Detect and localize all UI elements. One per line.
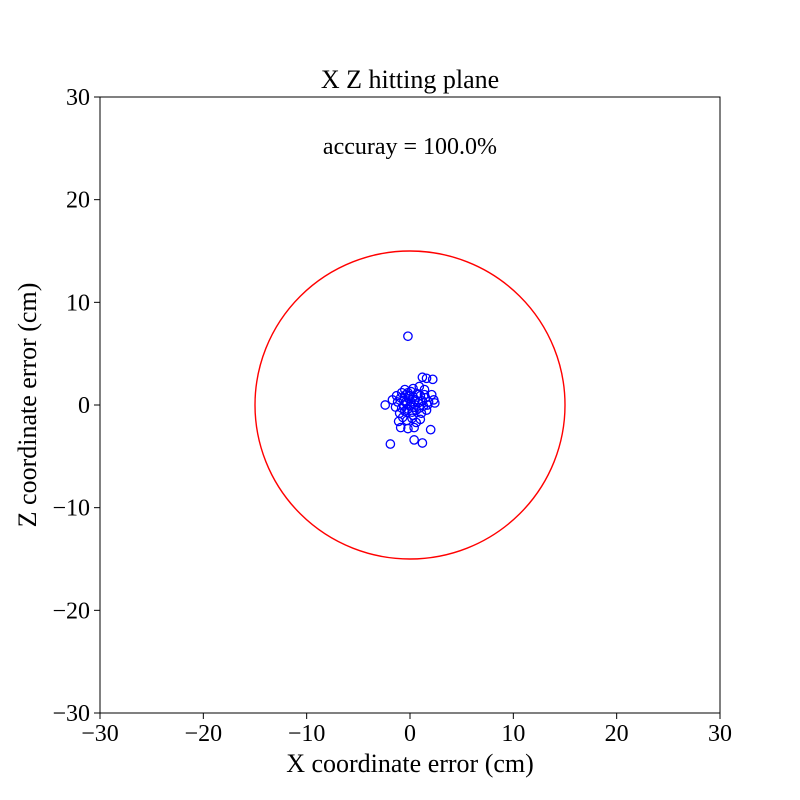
- x-tick-label: −10: [288, 721, 326, 747]
- data-point: [415, 390, 426, 401]
- y-tick-label: 30: [66, 85, 90, 111]
- data-point: [415, 414, 426, 425]
- y-tick-label: −30: [52, 701, 90, 727]
- y-tick-label: 0: [78, 393, 90, 419]
- x-tick-label: 10: [501, 721, 525, 747]
- x-tick-label: −20: [185, 721, 223, 747]
- target-circle: [254, 250, 566, 560]
- data-point: [417, 372, 428, 383]
- data-point: [429, 398, 440, 408]
- x-tick-label: 20: [605, 721, 629, 747]
- data-point: [422, 400, 433, 410]
- data-point: [414, 381, 425, 392]
- x-tick-label: 0: [404, 721, 416, 747]
- x-tick-label: 30: [708, 721, 732, 747]
- plot-area: [254, 250, 566, 560]
- axis-ticks: −30 −20 −10 0 10 20 30 −30 −20 −10 0 10 20 30: [52, 85, 732, 747]
- y-axis-label: Z coordinate error (cm): [13, 283, 42, 528]
- data-point: [421, 373, 432, 384]
- data-point: [395, 422, 406, 433]
- data-point: [425, 424, 436, 435]
- data-point: [403, 423, 413, 434]
- y-tick-label: −10: [52, 496, 90, 522]
- data-point: [396, 387, 407, 398]
- chart-title: X Z hitting plane: [321, 65, 499, 94]
- data-point: [409, 435, 419, 445]
- y-tick-label: −20: [52, 598, 90, 624]
- data-point: [417, 438, 428, 448]
- data-point: [410, 400, 421, 410]
- data-point: [409, 422, 419, 433]
- y-tick-label: 20: [66, 188, 90, 214]
- data-point: [401, 397, 411, 407]
- data-point: [427, 374, 438, 385]
- x-axis-label: X coordinate error (cm): [286, 749, 534, 778]
- x-tick-label: −30: [81, 721, 119, 747]
- data-point: [380, 400, 391, 410]
- data-point: [385, 439, 396, 449]
- data-point: [408, 410, 418, 421]
- data-point: [403, 331, 413, 342]
- data-point: [391, 390, 402, 401]
- data-point: [393, 416, 404, 427]
- y-tick-label: 10: [66, 290, 90, 316]
- data-point: [419, 389, 430, 400]
- accuracy-annotation: accuray = 100.0%: [323, 134, 497, 160]
- data-point: [406, 386, 416, 397]
